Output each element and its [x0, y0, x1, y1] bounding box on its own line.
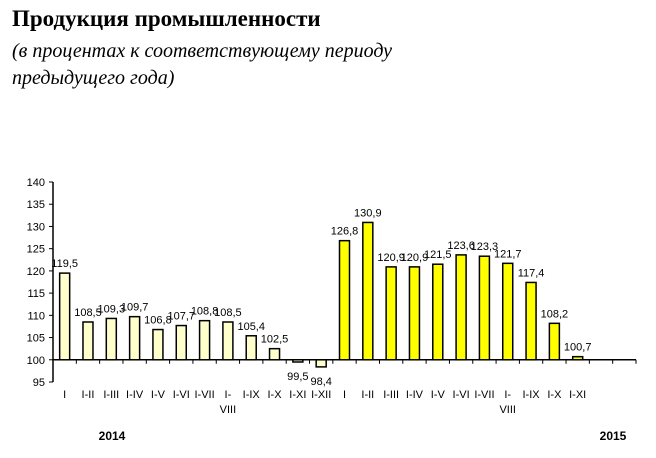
x-tick-label: I-IV	[406, 389, 424, 401]
data-label: 130,9	[354, 207, 382, 219]
y-tick-label: 120	[27, 266, 45, 278]
data-label: 123,6	[447, 240, 475, 252]
x-tick-label: I-II	[361, 389, 374, 401]
bar-2015-6	[478, 255, 491, 361]
bar-2015-8	[525, 281, 537, 361]
x-tick-label: I-VI	[173, 389, 190, 401]
bar-2015-10	[571, 355, 584, 361]
data-label: 106,8	[144, 315, 172, 327]
y-tick-label: 115	[27, 288, 45, 300]
y-tick-label: 135	[27, 199, 45, 211]
x-tick-label: VIII	[220, 404, 237, 416]
x-tick-label: I-III	[103, 389, 119, 401]
y-tick-label: 140	[27, 177, 45, 189]
x-tick-label: I	[343, 389, 346, 401]
bar-2015-9	[548, 322, 561, 361]
data-label: 120,9	[377, 252, 405, 264]
data-label: 120,9	[401, 252, 429, 264]
bar-2014-9	[268, 347, 281, 361]
data-label: 117,4	[518, 267, 545, 279]
bar-2014-7	[222, 321, 234, 361]
x-tick-label: I-XI	[569, 389, 586, 401]
bar-2015-1	[362, 221, 374, 361]
x-tick-label: I-XI	[289, 389, 306, 401]
data-label: 108,8	[191, 306, 219, 318]
x-tick-label: VIII	[499, 404, 516, 416]
bar-2014-0	[58, 272, 71, 361]
y-tick-label: 105	[27, 333, 45, 345]
bar-2014-10	[292, 359, 304, 363]
x-tick-label: I	[63, 389, 66, 401]
x-tick-label: I-X	[547, 389, 562, 401]
year-label-2015: 2015	[600, 429, 627, 443]
x-tick-label: I-V	[151, 389, 166, 401]
x-tick-label: I-VI	[453, 389, 470, 401]
bar-2014-11	[315, 359, 327, 368]
x-tick-label: I-VII	[194, 389, 214, 401]
data-label: 98,4	[310, 376, 331, 388]
data-label: 119,5	[51, 258, 78, 270]
bar-2015-2	[385, 266, 397, 361]
data-label: 102,5	[261, 334, 289, 346]
x-tick-label: I-X	[268, 389, 283, 401]
year-label-2014: 2014	[99, 429, 126, 443]
bar-2014-4	[152, 328, 164, 361]
data-label: 107,7	[167, 311, 195, 323]
data-label: 121,7	[494, 248, 522, 260]
x-tick-label: I-IV	[126, 389, 144, 401]
x-tick-label: I-	[225, 389, 232, 401]
bar-2014-6	[198, 319, 211, 361]
x-tick-label: I-IX	[243, 389, 261, 401]
bar-2014-1	[82, 321, 94, 361]
bar-2014-5	[175, 324, 188, 361]
chart-subtitle: (в процентах к соответствующему периоду …	[12, 40, 393, 89]
data-label: 109,3	[98, 303, 126, 315]
bar-2014-3	[128, 315, 141, 361]
bar-2015-7	[501, 262, 514, 361]
bar-2015-5	[455, 254, 467, 361]
bar-2014-2	[105, 317, 118, 361]
y-tick-label: 100	[27, 355, 45, 367]
data-label: 123,3	[471, 241, 499, 253]
data-label: 108,5	[74, 307, 102, 319]
data-label: 109,7	[121, 302, 149, 314]
x-tick-label: I-	[504, 389, 511, 401]
y-tick-label: 95	[33, 377, 45, 389]
x-tick-label: I-III	[383, 389, 399, 401]
data-label: 108,2	[541, 308, 569, 320]
data-label: 121,5	[424, 249, 452, 261]
y-tick-label: 130	[27, 221, 45, 233]
x-tick-label: I-II	[82, 389, 95, 401]
x-tick-label: I-V	[431, 389, 446, 401]
bar-2015-0	[338, 239, 351, 361]
data-label: 126,8	[331, 226, 359, 238]
x-tick-label: I-IX	[522, 389, 540, 401]
data-label: 100,7	[564, 342, 592, 354]
data-label: 99,5	[287, 371, 308, 383]
x-tick-label: I-XII	[311, 389, 331, 401]
y-tick-label: 110	[27, 310, 45, 322]
x-tick-label: I-VII	[474, 389, 494, 401]
bar-2015-4	[432, 263, 444, 361]
data-label: 108,5	[214, 307, 242, 319]
y-tick-label: 125	[27, 244, 45, 256]
bar-2014-8	[245, 335, 257, 361]
chart-title: Продукция промышленности	[12, 6, 321, 31]
bar-2015-3	[408, 266, 421, 361]
data-label: 105,4	[237, 321, 265, 333]
